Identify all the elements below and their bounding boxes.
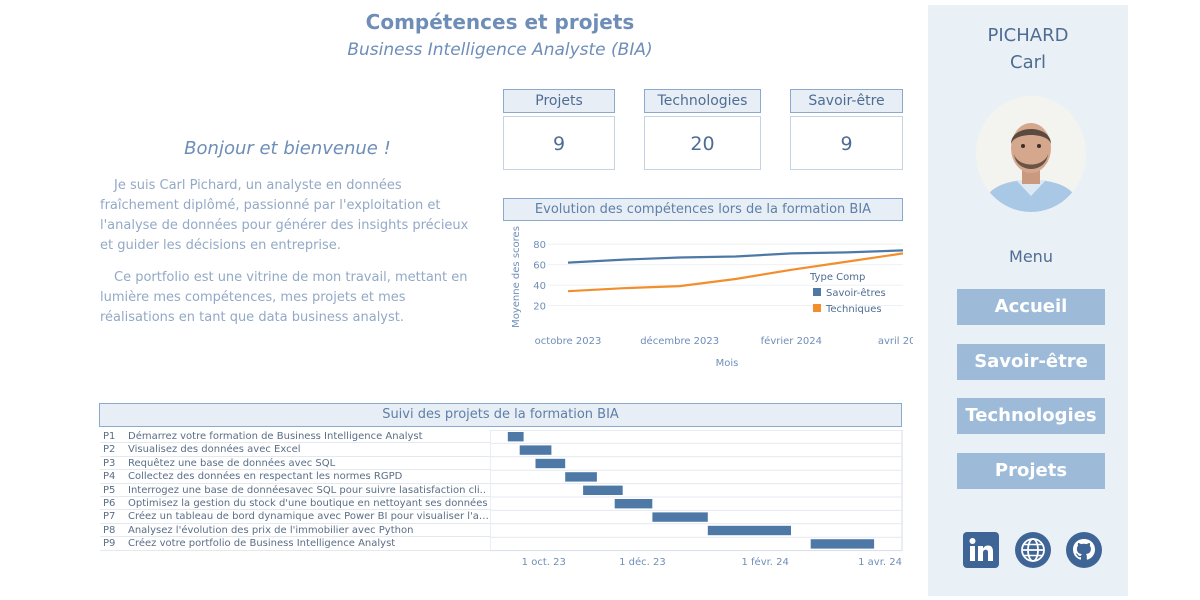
project-id: P3 <box>103 457 116 469</box>
y-axis-label: Moyenne des scores <box>511 226 522 328</box>
gantt-axis-tick: 1 févr. 24 <box>741 556 788 568</box>
line-chart-title: Evolution des compétences lors de la for… <box>503 198 903 221</box>
gantt-row: P5 Interrogez une base de donnéesavec SQL… <box>100 484 490 497</box>
legend-title: Type Comp <box>809 272 865 283</box>
project-name: Optimisez la gestion du stock d'une bout… <box>128 497 488 509</box>
gantt-bar-p4 <box>565 472 597 482</box>
gantt-row: P9 Créez votre portfolio de Business Inte… <box>100 537 490 551</box>
gantt-axis-tick: 1 avr. 24 <box>858 557 902 568</box>
gantt-row: P8 Analysez l'évolution des prix de l'imm… <box>100 524 490 538</box>
page-subtitle: Business Intelligence Analyste (BIA) <box>347 40 653 60</box>
profile-last-name: PICHARD <box>987 25 1069 46</box>
gantt-axis-tick: 1 déc. 23 <box>619 556 666 568</box>
gantt-row: P1 Démarrez votre formation de Business I… <box>100 430 490 444</box>
intro-paragraph: Je suis Carl Pichard, un analyste en don… <box>100 178 469 253</box>
nav-button-savoir-etre[interactable]: Savoir-être <box>957 344 1105 380</box>
legend-swatch <box>813 288 821 296</box>
kpi-label-savoir-etre: Savoir-être <box>790 89 903 113</box>
gantt-row: P2 Visualisez des données avec Excel <box>100 443 490 457</box>
kpi-value-projets: 9 <box>503 116 615 170</box>
project-name: Démarrez votre formation de Business Int… <box>128 431 423 442</box>
profile-first-name: Carl <box>1010 52 1046 73</box>
avatar <box>976 96 1086 212</box>
gantt-bar-p9 <box>810 539 875 549</box>
legend-swatch <box>813 304 821 312</box>
gantt-bar-p1 <box>507 432 524 442</box>
kpi-label-technologies: Technologies <box>644 89 761 113</box>
project-id: P2 <box>103 444 116 456</box>
project-name: Créez votre portfolio de Business Intell… <box>128 538 396 550</box>
series-line-savoir-etres <box>567 249 904 264</box>
gantt-bar-p6 <box>614 499 653 509</box>
project-id: P7 <box>103 511 116 523</box>
kpi-value-technologies: 20 <box>644 116 761 170</box>
x-tick-label: avril 2024 <box>878 336 913 347</box>
github-icon[interactable] <box>1065 531 1103 569</box>
gantt-frame <box>490 430 903 552</box>
gantt-bar-p2 <box>519 445 552 455</box>
project-name: Visualisez des données avec Excel <box>128 444 301 456</box>
x-axis-label: Mois <box>716 358 739 369</box>
series-line-techniques <box>567 252 904 293</box>
y-tick-label: 20 <box>533 302 546 313</box>
gantt-row: P7 Créez un tableau de bord dynamique ave… <box>100 510 490 524</box>
x-tick-label: février 2024 <box>761 335 822 347</box>
y-tick-label: 80 <box>533 240 546 251</box>
nav-button-technologies[interactable]: Technologies <box>957 398 1105 434</box>
page-title: Compétences et projets <box>365 10 635 34</box>
gantt-chart-title: Suivi des projets de la formation BIA <box>99 403 902 427</box>
y-tick-label: 60 <box>533 261 546 272</box>
project-name: Collectez des données en respectant les … <box>128 471 403 483</box>
gantt-row: P4 Collectez des données en respectant le… <box>100 470 490 484</box>
gantt-bar-p7 <box>652 512 708 522</box>
project-name: Requêtez une base de données avec SQL <box>128 457 336 469</box>
project-id: P6 <box>103 497 116 509</box>
globe-icon[interactable] <box>1014 531 1052 569</box>
skills-line-chart: Moyenne des scores Mois Type Comp 20 40 60… <box>511 226 913 369</box>
nav-button-projets[interactable]: Projets <box>957 453 1105 489</box>
menu-label: Menu <box>1009 247 1053 266</box>
project-id: P8 <box>103 524 116 536</box>
kpi-label-projets: Projets <box>503 89 615 113</box>
project-name: Interrogez une base de donnéesavec SQL p… <box>128 484 487 496</box>
legend-label: Techniques <box>825 304 882 315</box>
sidebar: PICHARD Carl Menu Accueil Savoir-être Te… <box>928 5 1128 596</box>
y-tick-label: 40 <box>533 281 546 292</box>
legend-label: Savoir-êtres <box>826 287 886 299</box>
project-name: Analysez l'évolution des prix de l'immob… <box>128 524 414 536</box>
kpi-value-savoir-etre: 9 <box>790 116 903 170</box>
project-id: P1 <box>103 431 116 442</box>
gantt-bar-p3 <box>535 458 566 469</box>
linkedin-icon[interactable] <box>962 531 1000 569</box>
x-tick-label: octobre 2023 <box>535 336 602 347</box>
gantt-axis-tick: 1 oct. 23 <box>522 557 566 568</box>
project-id: P4 <box>103 471 116 483</box>
project-name: Créez un tableau de bord dynamique avec … <box>128 511 490 523</box>
gantt-bar-p8 <box>707 525 791 536</box>
nav-button-accueil[interactable]: Accueil <box>957 289 1105 325</box>
gantt-row: P6 Optimisez la gestion du stock d'une bo… <box>100 497 490 511</box>
x-tick-label: décembre 2023 <box>640 335 719 347</box>
gantt-task-list: P1 Démarrez votre formation de Business I… <box>100 430 490 551</box>
project-id: P9 <box>103 538 116 550</box>
gantt-row: P3 Requêtez une base de données avec SQL <box>100 457 490 471</box>
gantt-bar-p5 <box>583 485 623 495</box>
intro-paragraph: Ce portfolio est une vitrine de mon trav… <box>100 270 468 325</box>
welcome-heading: Bonjour et bienvenue ! <box>184 138 391 159</box>
gantt-chart: 1 oct. 23 1 déc. 23 1 févr. 24 1 avr. 24 <box>490 430 903 568</box>
project-id: P5 <box>103 484 116 496</box>
